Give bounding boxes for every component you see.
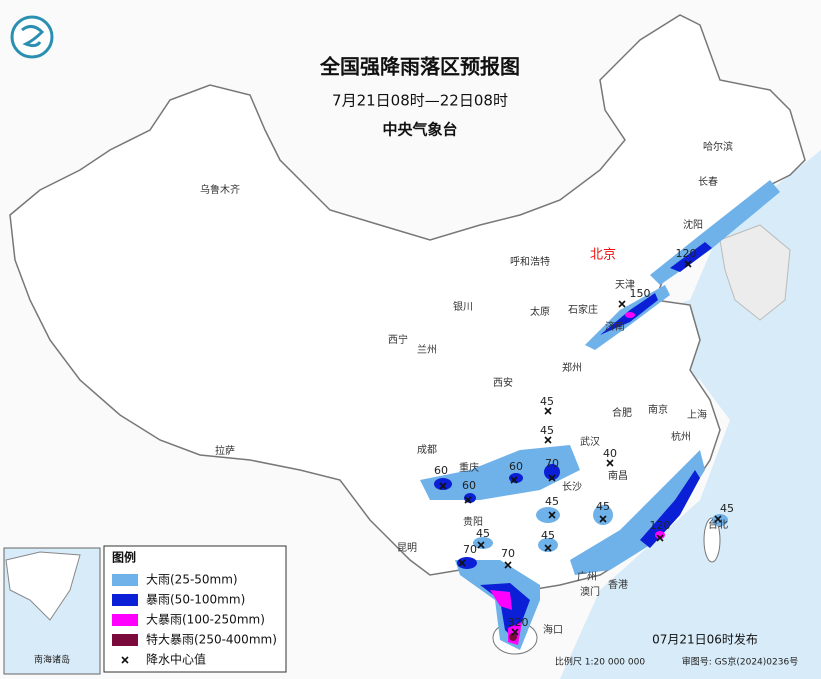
city: 拉萨 <box>215 444 235 457</box>
rain-value: 60 <box>434 464 448 477</box>
city: 上海 <box>687 408 707 421</box>
issuer: 中央气象台 <box>382 121 457 139</box>
legend-label: 降水中心值 <box>146 652 206 667</box>
city: 成都 <box>417 444 437 456</box>
rain-value: 45 <box>720 502 734 515</box>
legend-title: 图例 <box>112 550 136 565</box>
rain-value: 45 <box>596 500 610 513</box>
logo-mark <box>21 25 45 48</box>
rain-value: 120 <box>650 519 671 532</box>
logo <box>10 15 54 59</box>
city: 沈阳 <box>683 218 703 231</box>
city: 兰州 <box>417 343 437 356</box>
city: 香港 <box>608 579 628 591</box>
city: 长春 <box>698 176 718 188</box>
legend-label: 大雨(25-50mm) <box>146 573 238 587</box>
city: 哈尔滨 <box>703 140 733 153</box>
legend-swatch <box>112 594 138 606</box>
city: 太原 <box>530 305 550 318</box>
city: 天津 <box>615 279 635 291</box>
inset-caption: 南海诸岛 <box>34 654 70 666</box>
rain-value: 70 <box>501 547 515 560</box>
city: 合肥 <box>612 406 632 419</box>
city: 海口 <box>543 623 563 636</box>
rain-areas <box>420 180 780 650</box>
rain-centers: 120 150 45 45 40 60 60 60 70 45 45 45 12… <box>434 247 734 636</box>
rain-value: 150 <box>630 287 651 300</box>
rain-value: 120 <box>676 247 697 260</box>
city-labels: 乌鲁木齐 哈尔滨 长春 沈阳 北京 天津 呼和浩特 石家庄 太原 济南 银川 西… <box>200 140 733 636</box>
subtitle: 7月21日08时—22日08时 <box>332 92 508 110</box>
city: 重庆 <box>459 461 479 474</box>
city: 杭州 <box>671 430 691 443</box>
city: 贵阳 <box>463 515 483 528</box>
scale: 比例尺 1:20 000 000 <box>555 656 645 668</box>
rain-value: 45 <box>540 395 554 408</box>
rain-value: 45 <box>476 527 490 540</box>
rain-value: 70 <box>463 543 477 556</box>
city: 银川 <box>453 300 473 313</box>
city: 西宁 <box>388 333 408 346</box>
city: 乌鲁木齐 <box>200 183 240 196</box>
city: 呼和浩特 <box>510 256 550 268</box>
taiwan <box>703 517 721 563</box>
rain-value: 320 <box>508 616 529 629</box>
city: 昆明 <box>397 542 417 554</box>
legend-label: 大暴雨(100-250mm) <box>146 613 265 627</box>
city: 长沙 <box>562 481 582 493</box>
city: 济南 <box>605 320 625 333</box>
rain-value: 45 <box>541 529 555 542</box>
legend-label: 暴雨(50-100mm) <box>146 593 245 607</box>
city: 南京 <box>648 403 668 416</box>
city: 石家庄 <box>568 303 598 316</box>
rain-value: 70 <box>545 457 559 470</box>
rain-value: 45 <box>545 495 559 508</box>
approval-number: 审图号: GS京(2024)0236号 <box>682 656 798 668</box>
legend-swatch <box>112 614 138 626</box>
inset-land <box>5 551 81 621</box>
city: 西安 <box>493 376 513 389</box>
rain-value: 60 <box>509 460 523 473</box>
city: 南昌 <box>608 469 628 482</box>
legend-swatch <box>112 574 138 586</box>
city: 武汉 <box>580 435 600 448</box>
rain-value: 60 <box>462 479 476 492</box>
rain-value: 40 <box>603 447 617 460</box>
title: 全国强降雨落区预报图 <box>319 55 520 79</box>
issue-time: 07月21日06时发布 <box>652 632 758 647</box>
city: 澳门 <box>580 585 600 598</box>
legend-swatch <box>112 634 138 646</box>
city: 台北 <box>708 518 728 531</box>
korea <box>719 224 791 321</box>
legend-box <box>103 545 287 673</box>
city: 广州 <box>577 571 597 583</box>
legend-label: 特大暴雨(250-400mm) <box>146 632 277 647</box>
legend: 图例 大雨(25-50mm) 暴雨(50-100mm) 大暴雨(100-250m… <box>103 545 287 673</box>
rain-value: 45 <box>540 424 554 437</box>
city: 郑州 <box>562 361 582 374</box>
capital: 北京 <box>590 248 616 263</box>
